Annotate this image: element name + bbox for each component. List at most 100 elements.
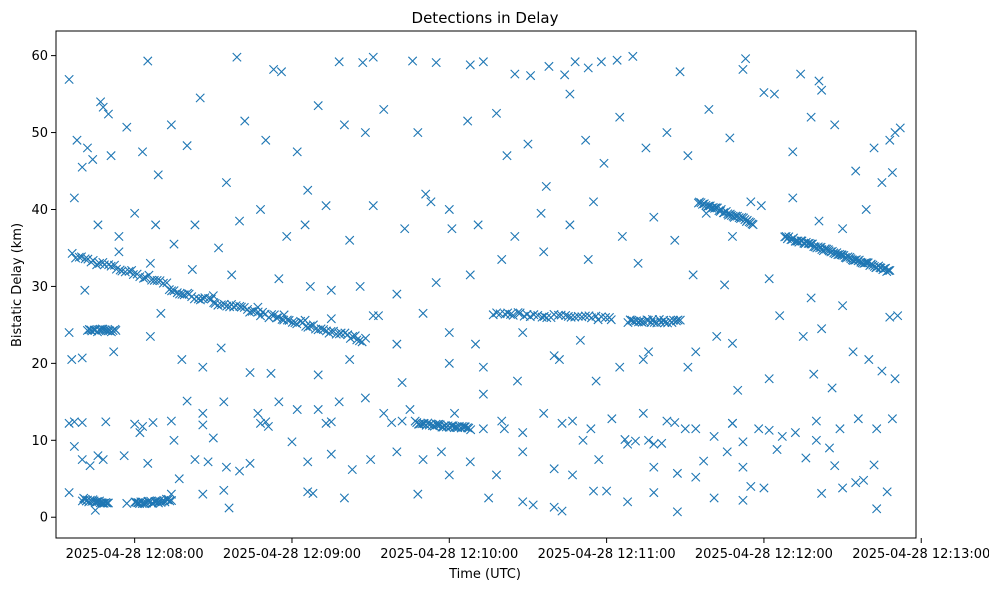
detection-point xyxy=(668,315,679,325)
detection-point xyxy=(814,76,824,86)
detection-point xyxy=(630,436,641,446)
detection-point xyxy=(64,327,74,338)
detection-point xyxy=(890,127,900,138)
detection-point xyxy=(326,326,336,337)
detection-point xyxy=(505,309,516,320)
detection-point xyxy=(203,457,213,467)
detection-point xyxy=(90,505,100,515)
detection-point xyxy=(418,454,428,465)
detection-point xyxy=(781,231,791,242)
detection-point xyxy=(99,498,109,508)
detection-point xyxy=(510,231,520,242)
detection-point xyxy=(69,417,79,427)
x-axis-label: Time (UTC) xyxy=(448,567,521,582)
detection-point xyxy=(276,67,287,77)
detection-point xyxy=(292,404,302,415)
detection-point xyxy=(637,317,647,327)
detection-point xyxy=(345,235,355,245)
x-tick-label: 2025-04-28 12:09:00 xyxy=(223,547,361,562)
detection-point xyxy=(219,485,229,495)
detection-point xyxy=(465,270,475,280)
detection-point xyxy=(811,435,821,445)
detection-point xyxy=(478,57,488,67)
detection-point xyxy=(539,408,549,418)
detection-point xyxy=(869,143,879,153)
detection-point xyxy=(515,308,525,318)
detection-point xyxy=(872,424,882,434)
detection-point xyxy=(135,428,145,438)
detection-point xyxy=(232,52,242,62)
detection-point xyxy=(704,104,714,115)
detection-point xyxy=(588,197,599,207)
detection-point xyxy=(69,441,79,452)
detection-point xyxy=(204,293,214,304)
detection-point xyxy=(274,274,284,284)
detection-point xyxy=(138,273,149,283)
detection-point xyxy=(528,500,538,510)
detection-point xyxy=(457,421,467,432)
detection-point xyxy=(615,362,625,372)
detection-point xyxy=(321,201,331,211)
detection-point xyxy=(373,311,384,321)
detection-point xyxy=(101,497,111,508)
detection-point xyxy=(858,475,869,485)
detection-point xyxy=(64,488,74,498)
detection-point xyxy=(780,232,790,242)
detection-point xyxy=(151,220,161,230)
detection-point xyxy=(536,208,546,218)
detection-point xyxy=(88,255,98,266)
detection-point xyxy=(70,253,81,263)
detection-point xyxy=(662,127,672,138)
detection-point xyxy=(316,324,326,334)
detection-point xyxy=(553,310,564,320)
detection-point xyxy=(588,486,599,496)
detection-point xyxy=(478,424,488,434)
detection-point xyxy=(628,51,638,61)
detection-point xyxy=(837,483,848,493)
detection-point xyxy=(850,255,860,265)
detection-point xyxy=(670,418,680,428)
detection-point xyxy=(190,454,200,465)
detection-point xyxy=(67,248,77,258)
detection-point xyxy=(334,57,344,67)
x-tick-label: 2025-04-28 12:13:00 xyxy=(852,547,989,562)
detection-point xyxy=(272,313,282,323)
detection-point xyxy=(759,483,769,493)
detection-point xyxy=(746,197,756,207)
detection-point xyxy=(578,435,588,445)
detection-point xyxy=(397,416,407,426)
x-tick-label: 2025-04-28 12:10:00 xyxy=(380,547,518,562)
detection-point xyxy=(77,418,87,428)
detection-point xyxy=(358,57,368,68)
detection-point xyxy=(491,108,502,118)
detection-point xyxy=(885,265,895,276)
detection-point xyxy=(622,497,633,507)
detection-point xyxy=(122,122,132,132)
detection-point xyxy=(313,404,323,415)
detection-point xyxy=(77,162,87,172)
detection-point xyxy=(890,374,900,384)
detection-point xyxy=(347,464,357,475)
detection-point xyxy=(345,354,355,365)
detection-point xyxy=(492,308,502,318)
plot-frame xyxy=(55,30,917,539)
detection-point xyxy=(413,127,423,138)
detection-point xyxy=(195,93,205,103)
detection-point xyxy=(355,281,365,292)
detection-point xyxy=(864,354,874,365)
detection-point xyxy=(106,151,116,161)
detection-point xyxy=(198,362,208,372)
detection-point xyxy=(809,241,819,252)
detection-point xyxy=(366,454,376,465)
detection-point xyxy=(449,408,460,418)
chart-title: Detections in Delay xyxy=(412,9,559,27)
detection-point xyxy=(93,451,103,461)
detection-point xyxy=(518,447,528,457)
detection-point xyxy=(224,503,234,513)
detection-point xyxy=(221,462,232,472)
detection-point xyxy=(245,458,255,468)
detection-point xyxy=(672,507,682,517)
detection-point xyxy=(885,135,895,145)
detection-point xyxy=(699,456,709,466)
